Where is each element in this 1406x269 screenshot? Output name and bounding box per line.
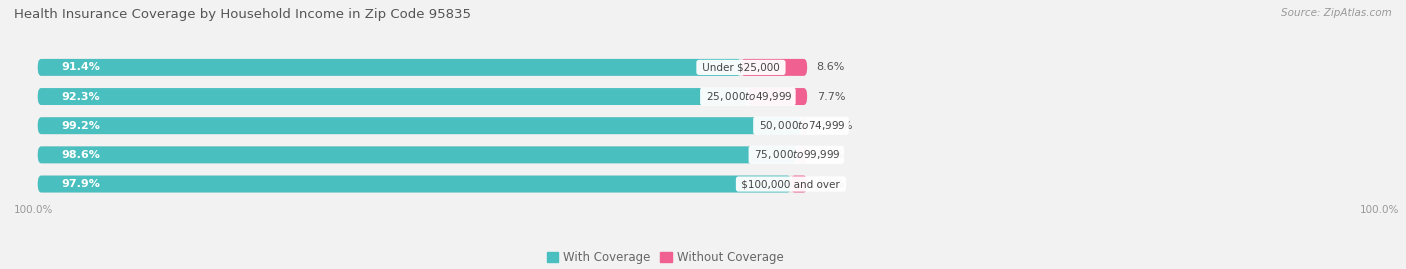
Text: $50,000 to $74,999: $50,000 to $74,999	[756, 119, 846, 132]
FancyBboxPatch shape	[38, 176, 807, 193]
Text: 99.2%: 99.2%	[62, 121, 100, 131]
Text: $75,000 to $99,999: $75,000 to $99,999	[751, 148, 842, 161]
Text: 100.0%: 100.0%	[14, 205, 53, 215]
FancyBboxPatch shape	[38, 88, 807, 105]
Text: $25,000 to $49,999: $25,000 to $49,999	[703, 90, 793, 103]
Text: 1.4%: 1.4%	[817, 150, 845, 160]
FancyBboxPatch shape	[38, 59, 807, 76]
FancyBboxPatch shape	[38, 146, 807, 163]
FancyBboxPatch shape	[38, 146, 796, 163]
Text: 7.7%: 7.7%	[817, 91, 845, 101]
Text: $100,000 and over: $100,000 and over	[738, 179, 844, 189]
Text: 100.0%: 100.0%	[1360, 205, 1399, 215]
FancyBboxPatch shape	[748, 88, 807, 105]
Text: 91.4%: 91.4%	[62, 62, 100, 72]
FancyBboxPatch shape	[792, 176, 807, 193]
Text: Health Insurance Coverage by Household Income in Zip Code 95835: Health Insurance Coverage by Household I…	[14, 8, 471, 21]
FancyBboxPatch shape	[801, 117, 807, 134]
FancyBboxPatch shape	[38, 117, 807, 134]
Text: 92.3%: 92.3%	[62, 91, 100, 101]
FancyBboxPatch shape	[796, 146, 807, 163]
Text: Under $25,000: Under $25,000	[699, 62, 783, 72]
FancyBboxPatch shape	[741, 59, 807, 76]
Text: 98.6%: 98.6%	[62, 150, 100, 160]
Text: Source: ZipAtlas.com: Source: ZipAtlas.com	[1281, 8, 1392, 18]
Text: 0.82%: 0.82%	[817, 121, 852, 131]
Text: 97.9%: 97.9%	[62, 179, 100, 189]
FancyBboxPatch shape	[38, 117, 801, 134]
FancyBboxPatch shape	[38, 88, 748, 105]
Legend: With Coverage, Without Coverage: With Coverage, Without Coverage	[547, 251, 783, 264]
Text: 2.1%: 2.1%	[817, 179, 845, 189]
Text: 8.6%: 8.6%	[817, 62, 845, 72]
FancyBboxPatch shape	[38, 59, 741, 76]
FancyBboxPatch shape	[38, 176, 792, 193]
